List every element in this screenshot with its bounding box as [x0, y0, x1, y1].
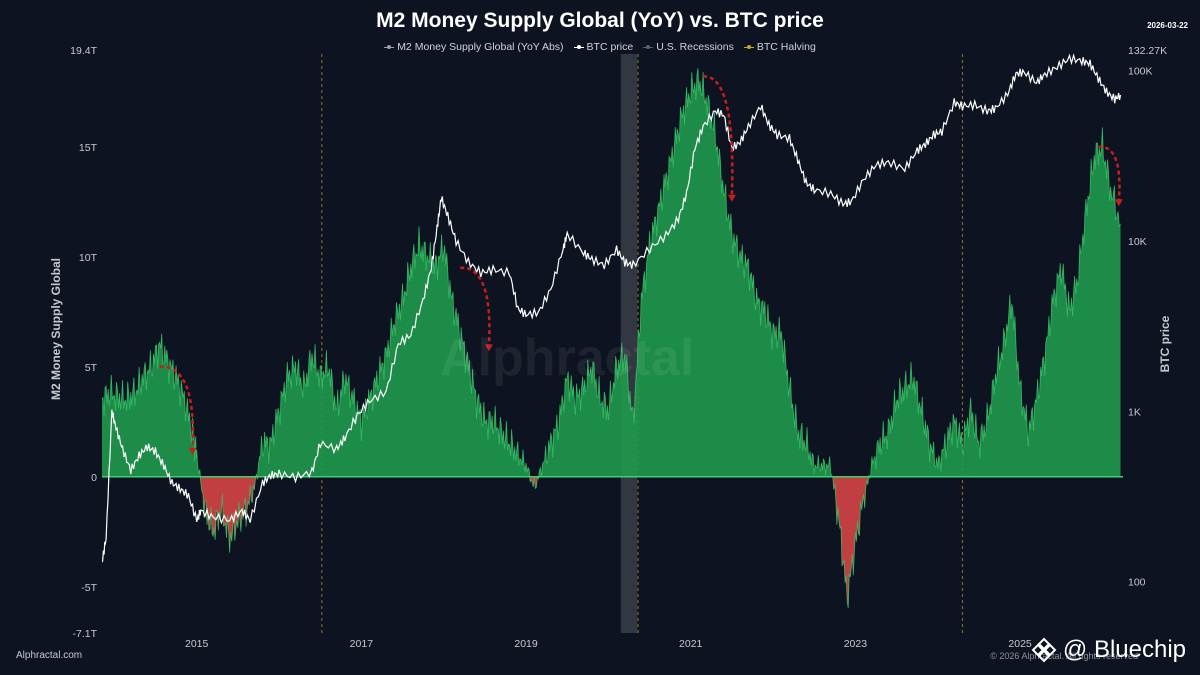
x-tick-label: 2015 [185, 638, 209, 650]
y2-tick-label: 100 [1128, 577, 1146, 589]
btc-price-line [102, 53, 1122, 563]
brand-label: @ Bluechip [1062, 636, 1186, 663]
y-tick-label: 15T [79, 142, 98, 154]
legend: M2 Money Supply Global (YoY Abs) BTC pri… [0, 41, 1200, 53]
line-marker-icon [384, 43, 395, 51]
annotation-arrowhead [484, 344, 493, 352]
y-tick-label: 0 [91, 472, 97, 484]
copyright-label: © 2026 Alphractal. All rights reserved [990, 651, 1138, 661]
legend-item-halving[interactable]: BTC Halving [743, 41, 816, 53]
x-tick-label: 2025 [1008, 638, 1032, 650]
legend-item-m2[interactable]: M2 Money Supply Global (YoY Abs) [384, 41, 564, 53]
annotation-arrowhead [188, 447, 197, 455]
y2-tick-label: 1K [1128, 406, 1141, 418]
annotation-arrow [1098, 145, 1121, 201]
legend-item-recessions[interactable]: U.S. Recessions [643, 41, 734, 53]
x-tick-label: 2021 [679, 638, 703, 650]
legend-label-btc: BTC price [586, 41, 634, 53]
y-tick-label: 5T [85, 362, 98, 374]
watermark: Alphractal [440, 329, 695, 387]
annotation-arrowhead [1114, 199, 1123, 207]
annotation-arrow [702, 75, 734, 196]
y-tick-label: 10T [79, 252, 98, 264]
brand-logo: @ Bluechip [1031, 636, 1186, 664]
source-label[interactable]: Alphractal.com [16, 650, 83, 661]
line-marker-icon [643, 43, 654, 51]
recession-band [620, 54, 638, 633]
legend-item-btc[interactable]: BTC price [573, 41, 634, 53]
legend-label-recessions: U.S. Recessions [656, 41, 734, 53]
date-stamp: 2026-03-22 [1147, 21, 1188, 30]
diamond-logo-icon [1031, 637, 1057, 663]
y-tick-label: -7.1T [72, 628, 97, 640]
y-tick-label: -5T [81, 582, 97, 594]
y2-tick-label: 132.27K [1128, 45, 1167, 57]
annotation-arrowhead [727, 194, 736, 202]
m2-area-group [102, 68, 1121, 609]
legend-label-halving: BTC Halving [756, 41, 816, 53]
x-tick-label: 2023 [844, 638, 868, 650]
m2-series-line [102, 68, 1121, 609]
m2-negative-area [102, 476, 1121, 609]
line-marker-icon [743, 43, 754, 51]
x-tick-label: 2017 [350, 638, 374, 650]
x-tick-label: 2019 [514, 638, 538, 650]
y-axis-title: M2 Money Supply Global [49, 257, 63, 400]
y2-tick-label: 10K [1128, 236, 1147, 248]
chart-title: M2 Money Supply Global (YoY) vs. BTC pri… [376, 9, 824, 32]
legend-label-m2: M2 Money Supply Global (YoY Abs) [397, 41, 564, 53]
y-tick-label: 19.4T [70, 45, 97, 57]
y2-axis-title: BTC price [1158, 315, 1172, 373]
m2-positive-area [102, 68, 1121, 477]
y2-tick-label: 100K [1128, 66, 1153, 78]
line-marker-icon [573, 43, 584, 51]
annotation-arrow [159, 365, 195, 449]
